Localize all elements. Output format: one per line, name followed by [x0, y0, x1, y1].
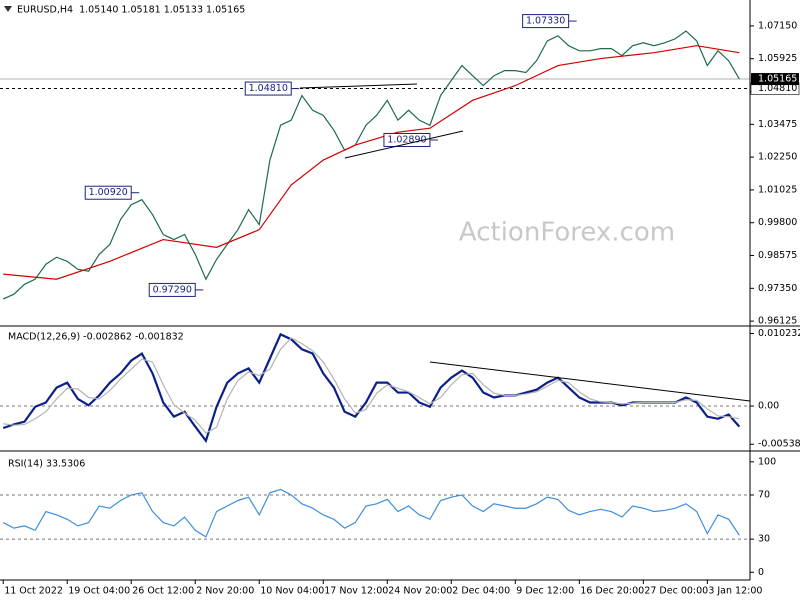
annotation-box [148, 282, 196, 297]
y-tick-label: 0 [758, 567, 764, 578]
annotation-label: 1.02890 [387, 134, 426, 145]
y-tick-label: 0.010232 [758, 328, 800, 339]
plot-layer: ActionForex.com1.071501.059251.047001.03… [0, 14, 800, 597]
indicator-title: MACD(12,26,9) -0.002862 -0.001832 [8, 332, 184, 343]
x-tick-label: 10 Nov 04:00 [260, 586, 324, 597]
trendline [429, 361, 751, 402]
series-line [2, 332, 741, 444]
annotation-box [84, 185, 132, 200]
y-tick-label: 0.98575 [758, 250, 797, 261]
y-tick-label: 0.99800 [758, 217, 797, 228]
x-tick-label: 9 Dec 12:00 [516, 586, 574, 597]
menu-icon [4, 6, 12, 12]
annotation-box [522, 14, 570, 29]
symbol-title: EURUSD,H4 1.05140 1.05181 1.05133 1.0516… [17, 5, 245, 16]
trendline [344, 130, 464, 159]
x-tick-label: 17 Nov 12:00 [324, 586, 388, 597]
annotation-label: 1.07330 [526, 16, 565, 27]
watermark: ActionForex.com [459, 218, 675, 248]
y-tick-label: 0.96125 [758, 316, 797, 327]
x-tick-label: 3 Jan 12:00 [708, 586, 762, 597]
x-tick-label: 2 Dec 04:00 [452, 586, 510, 597]
annotation-label: 1.04810 [249, 83, 288, 94]
annotation-label: 0.97290 [153, 284, 192, 295]
x-tick-label: 2 Nov 20:00 [196, 586, 254, 597]
y-tick-label: 30 [758, 534, 770, 545]
indicator-title: RSI(14) 33.5306 [8, 459, 85, 470]
y-tick-label: 1.07150 [758, 20, 797, 31]
x-tick-label: 19 Oct 04:00 [68, 586, 130, 597]
x-tick-label: 24 Nov 20:00 [388, 586, 452, 597]
series-line [2, 488, 740, 538]
x-tick-label: 16 Dec 20:00 [580, 586, 644, 597]
x-tick-label: 26 Oct 12:00 [132, 586, 194, 597]
y-tick-label: 1.02250 [758, 152, 797, 163]
series-line [3, 45, 740, 280]
annotation-label: 1.00920 [89, 187, 128, 198]
level-label: 1.04810 [758, 83, 797, 94]
y-tick-label: 1.05925 [758, 53, 797, 64]
x-tick-label: 11 Oct 2022 [4, 586, 63, 597]
y-tick-label: 0.97350 [758, 283, 797, 294]
annotation-box [244, 81, 292, 96]
y-tick-label: 0.00 [758, 401, 779, 412]
current-price-label: 1.05165 [758, 74, 797, 85]
y-tick-label: 1.01025 [758, 184, 797, 195]
series-line [3, 337, 740, 434]
y-tick-label: -0.005389 [758, 439, 800, 450]
series-line [2, 30, 740, 300]
annotation-box [383, 132, 431, 147]
y-tick-label: 1.03475 [758, 119, 797, 130]
trendline [299, 83, 418, 89]
y-tick-label: 70 [758, 489, 770, 500]
y-tick-label: 100 [758, 456, 776, 467]
current-price-tag [751, 73, 799, 86]
x-tick-label: 27 Dec 00:00 [644, 586, 708, 597]
